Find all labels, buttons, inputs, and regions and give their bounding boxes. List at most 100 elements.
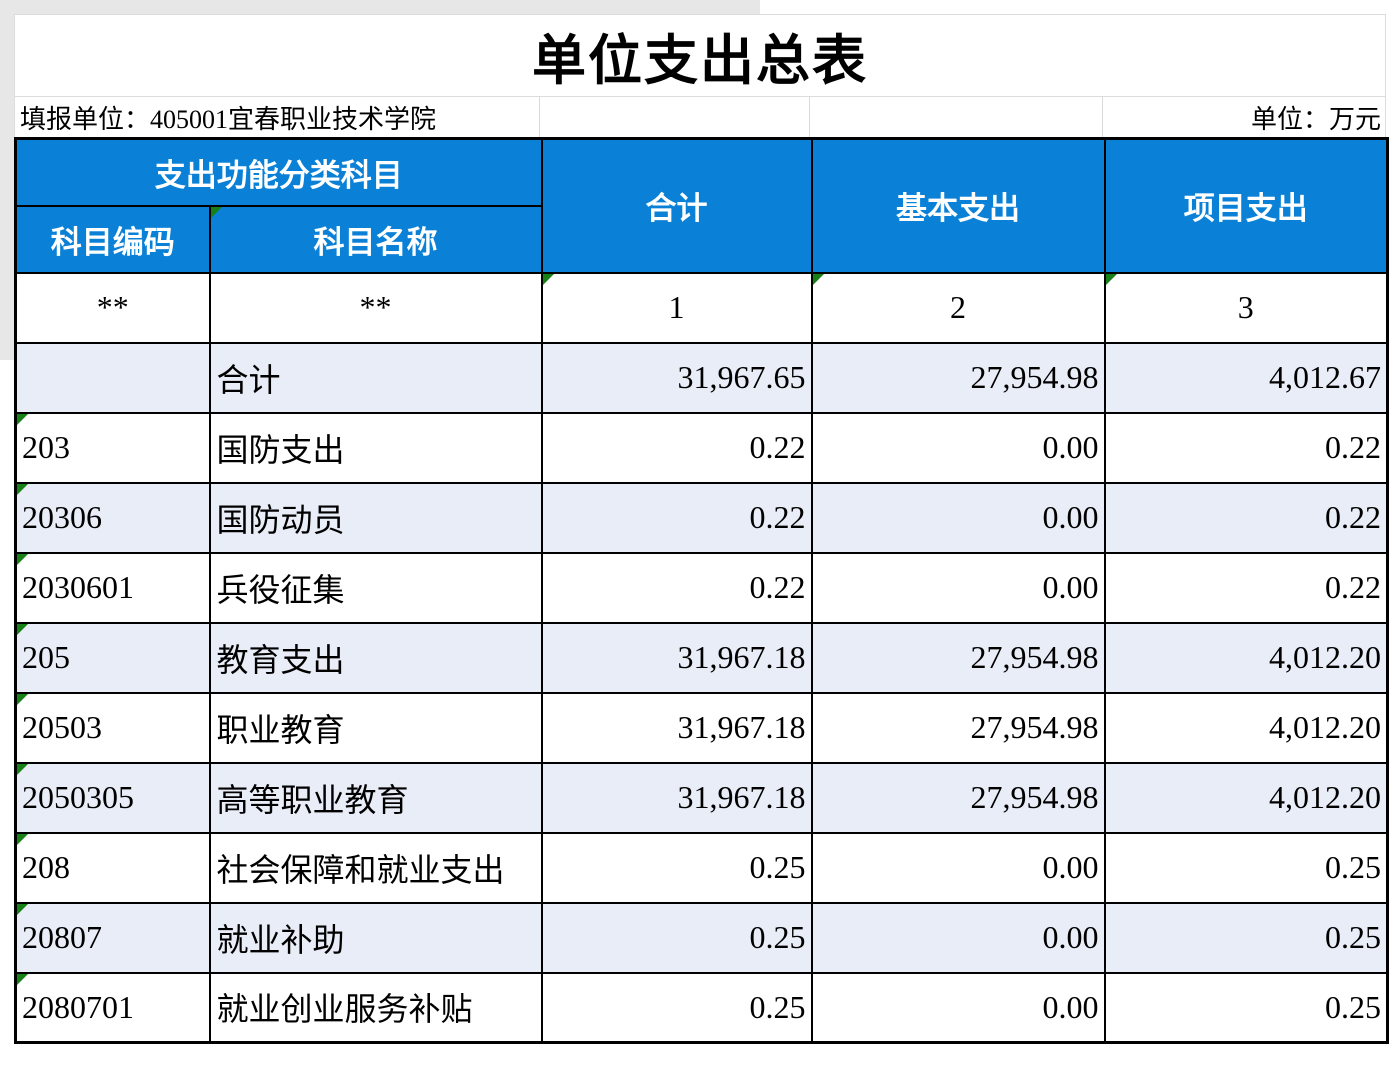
- table-row: 208 社会保障和就业支出 0.25 0.00 0.25: [14, 831, 1389, 904]
- cell-total[interactable]: 31,967.65: [540, 341, 813, 414]
- cell-basic[interactable]: 27,954.98: [810, 341, 1106, 414]
- header-basic-expenditure[interactable]: 基本支出: [810, 137, 1106, 274]
- header-subject-name-label: 科目名称: [313, 224, 438, 260]
- table-row: 20306 国防动员 0.22 0.00 0.22: [14, 481, 1389, 554]
- header-subject-name[interactable]: 科目名称: [208, 204, 543, 274]
- margin-shade-top: [0, 0, 760, 14]
- cell-code[interactable]: 203: [14, 411, 211, 484]
- cell-basic[interactable]: 0.00: [810, 901, 1106, 974]
- cell-code[interactable]: 20503: [14, 691, 211, 764]
- cell-project[interactable]: 4,012.20: [1103, 621, 1389, 694]
- code-label: 20306: [22, 499, 102, 535]
- index-cell-total[interactable]: 1: [540, 271, 813, 344]
- error-indicator-icon: [17, 904, 28, 915]
- index-cell-project[interactable]: 3: [1103, 271, 1389, 344]
- error-indicator-icon: [17, 484, 28, 495]
- code-label: 20807: [22, 919, 102, 955]
- cell-name[interactable]: 教育支出: [208, 621, 543, 694]
- cell-basic[interactable]: 0.00: [810, 411, 1106, 484]
- error-indicator-icon: [17, 624, 28, 635]
- report-unit-cell[interactable]: 填报单位：405001宜春职业技术学院: [14, 97, 540, 137]
- cell-name[interactable]: 国防动员: [208, 481, 543, 554]
- cell-name[interactable]: 合计: [208, 341, 543, 414]
- info-empty-cell[interactable]: [540, 97, 810, 137]
- cell-name[interactable]: 社会保障和就业支出: [208, 831, 543, 904]
- cell-basic[interactable]: 27,954.98: [810, 621, 1106, 694]
- table-row: 2050305 高等职业教育 31,967.18 27,954.98 4,012…: [14, 761, 1389, 834]
- cell-basic[interactable]: 0.00: [810, 481, 1106, 554]
- cell-basic[interactable]: 0.00: [810, 831, 1106, 904]
- cell-code[interactable]: 20306: [14, 481, 211, 554]
- code-label: 2080701: [22, 988, 134, 1025]
- table-row: 205 教育支出 31,967.18 27,954.98 4,012.20: [14, 621, 1389, 694]
- cell-total[interactable]: 31,967.18: [540, 621, 813, 694]
- code-label: 20503: [22, 709, 102, 745]
- cell-project[interactable]: 0.22: [1103, 551, 1389, 624]
- cell-total[interactable]: 31,967.18: [540, 761, 813, 834]
- header-function-category[interactable]: 支出功能分类科目: [14, 137, 543, 207]
- error-indicator-icon: [543, 274, 554, 285]
- cell-project[interactable]: 0.25: [1103, 831, 1389, 904]
- cell-project[interactable]: 0.22: [1103, 411, 1389, 484]
- index-cell-name[interactable]: **: [208, 271, 543, 344]
- error-indicator-icon: [813, 274, 824, 285]
- header-total[interactable]: 合计: [540, 137, 813, 274]
- cell-project[interactable]: 4,012.20: [1103, 761, 1389, 834]
- sheet-title-cell[interactable]: 单位支出总表: [14, 14, 1386, 97]
- cell-code[interactable]: 205: [14, 621, 211, 694]
- table-row: 203 国防支出 0.22 0.00 0.22: [14, 411, 1389, 484]
- header-project-expenditure[interactable]: 项目支出: [1103, 137, 1389, 274]
- cell-total[interactable]: 0.25: [540, 831, 813, 904]
- error-indicator-icon: [17, 974, 28, 985]
- cell-total[interactable]: 31,967.18: [540, 691, 813, 764]
- cell-total[interactable]: 0.25: [540, 901, 813, 974]
- cell-total[interactable]: 0.22: [540, 551, 813, 624]
- unit-note-cell[interactable]: 单位：万元: [1103, 97, 1386, 137]
- index-cell-code[interactable]: **: [14, 271, 211, 344]
- cell-code[interactable]: 2050305: [14, 761, 211, 834]
- report-unit-label: 填报单位：405001宜春职业技术学院: [20, 104, 437, 134]
- cell-project[interactable]: 4,012.20: [1103, 691, 1389, 764]
- cell-code[interactable]: 2030601: [14, 551, 211, 624]
- table-row: 2030601 兵役征集 0.22 0.00 0.22: [14, 551, 1389, 624]
- cell-name[interactable]: 国防支出: [208, 411, 543, 484]
- table-row: 20503 职业教育 31,967.18 27,954.98 4,012.20: [14, 691, 1389, 764]
- cell-name[interactable]: 兵役征集: [208, 551, 543, 624]
- cell-name[interactable]: 就业创业服务补贴: [208, 971, 543, 1044]
- cell-total[interactable]: 0.22: [540, 481, 813, 554]
- index-cell-basic[interactable]: 2: [810, 271, 1106, 344]
- sheet-header-area: 单位支出总表 填报单位：405001宜春职业技术学院 单位：万元: [14, 14, 1386, 137]
- cell-project[interactable]: 0.25: [1103, 901, 1389, 974]
- cell-project[interactable]: 4,012.67: [1103, 341, 1389, 414]
- cell-basic[interactable]: 0.00: [810, 971, 1106, 1044]
- error-indicator-icon: [17, 764, 28, 775]
- code-label: 208: [22, 849, 70, 885]
- cell-basic[interactable]: 0.00: [810, 551, 1106, 624]
- error-indicator-icon: [211, 207, 222, 218]
- cell-basic[interactable]: 27,954.98: [810, 761, 1106, 834]
- cell-name[interactable]: 职业教育: [208, 691, 543, 764]
- table-row: 2080701 就业创业服务补贴 0.25 0.00 0.25: [14, 971, 1389, 1044]
- cell-project[interactable]: 0.22: [1103, 481, 1389, 554]
- header-row-1: 支出功能分类科目 合计 基本支出 项目支出: [14, 137, 1389, 274]
- header-subject-code[interactable]: 科目编码: [14, 204, 211, 274]
- index-label: 3: [1237, 289, 1254, 325]
- header-row-2: 科目编码 科目名称: [14, 204, 1388, 274]
- cell-name[interactable]: 高等职业教育: [208, 761, 543, 834]
- cell-code[interactable]: [14, 341, 211, 414]
- cell-code[interactable]: 2080701: [14, 971, 211, 1044]
- cell-name[interactable]: 就业补助: [208, 901, 543, 974]
- info-empty-cell[interactable]: [810, 97, 1103, 137]
- cell-project[interactable]: 0.25: [1103, 971, 1389, 1044]
- table-row: 合计 31,967.65 27,954.98 4,012.67: [14, 341, 1389, 414]
- info-row: 填报单位：405001宜春职业技术学院 单位：万元: [14, 97, 1386, 137]
- cell-total[interactable]: 0.22: [540, 411, 813, 484]
- margin-shade-left: [0, 0, 14, 360]
- cell-code[interactable]: 208: [14, 831, 211, 904]
- cell-total[interactable]: 0.25: [540, 971, 813, 1044]
- cell-basic[interactable]: 27,954.98: [810, 691, 1106, 764]
- error-indicator-icon: [17, 414, 28, 425]
- table-row: 20807 就业补助 0.25 0.00 0.25: [14, 901, 1389, 974]
- cell-code[interactable]: 20807: [14, 901, 211, 974]
- code-label: 2030601: [22, 569, 134, 605]
